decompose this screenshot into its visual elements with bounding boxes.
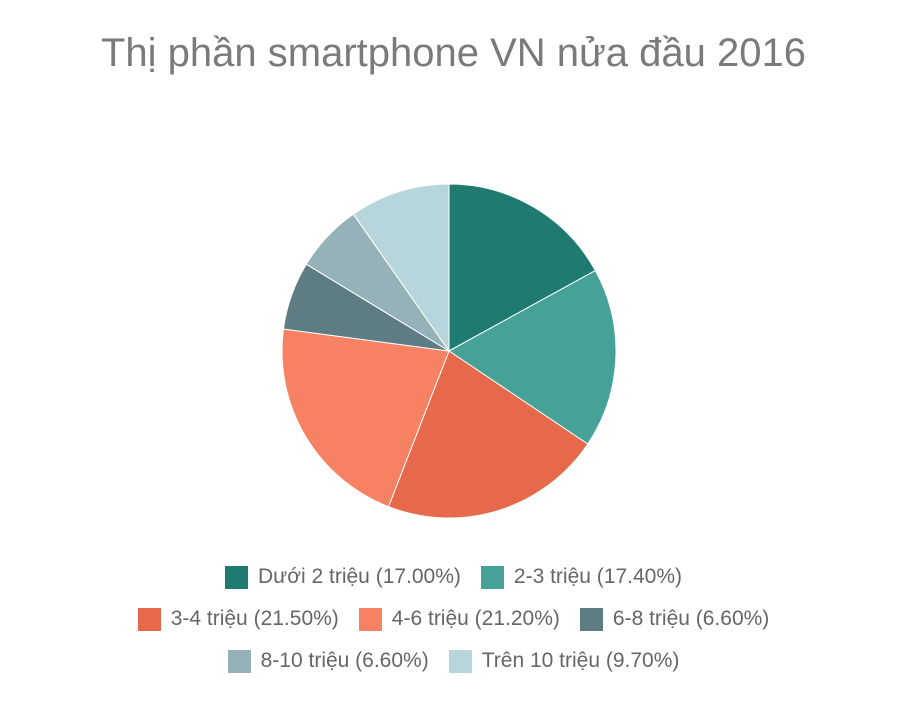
legend-item[interactable]: 3-4 triệu (21.50%) bbox=[137, 607, 339, 631]
legend-swatch bbox=[227, 649, 251, 673]
chart-title: Thị phần smartphone VN nửa đầu 2016 bbox=[100, 31, 807, 75]
pie-slice[interactable] bbox=[448, 269, 617, 445]
legend-label: 4-6 triệu (21.20%) bbox=[391, 607, 560, 630]
legend-row: 3-4 triệu (21.50%) 4-6 triệu (21.20%) 6-8 … bbox=[0, 607, 907, 631]
legend-swatch bbox=[480, 565, 504, 589]
legend-swatch bbox=[448, 649, 472, 673]
legend-item[interactable]: Dưới 2 triệu (17.00%) bbox=[225, 565, 461, 589]
legend-label: 6-8 triệu (6.60%) bbox=[612, 607, 770, 630]
legend-swatch bbox=[579, 607, 603, 631]
legend-item[interactable]: 4-6 triệu (21.20%) bbox=[358, 607, 560, 631]
pie-slice[interactable] bbox=[387, 350, 589, 519]
legend-label: Trên 10 triệu (9.70%) bbox=[481, 649, 680, 672]
pie-slice[interactable] bbox=[281, 328, 450, 508]
legend-swatch bbox=[358, 607, 382, 631]
legend-label: Dưới 2 triệu (17.00%) bbox=[258, 565, 461, 588]
legend-label: 3-4 triệu (21.50%) bbox=[170, 607, 339, 630]
legend-label: 8-10 triệu (6.60%) bbox=[260, 649, 429, 672]
pie-slice[interactable] bbox=[352, 183, 450, 353]
legend-row: Dưới 2 triệu (17.00%) 2-3 triệu (17.40%) bbox=[0, 565, 907, 589]
legend-item[interactable]: Trên 10 triệu (9.70%) bbox=[448, 649, 680, 673]
legend-swatch bbox=[137, 607, 161, 631]
legend-swatch bbox=[225, 565, 248, 589]
pie-slice[interactable] bbox=[448, 183, 597, 352]
legend-label: 2-3 triệu (17.40%) bbox=[513, 565, 682, 588]
legend-item[interactable]: 8-10 triệu (6.60%) bbox=[227, 649, 429, 673]
legend-item[interactable]: 6-8 triệu (6.60%) bbox=[579, 607, 770, 631]
legend-item[interactable]: 2-3 triệu (17.40%) bbox=[480, 565, 682, 589]
legend-row: 8-10 triệu (6.60%) Trên 10 triệu (9.70%) bbox=[0, 649, 907, 673]
